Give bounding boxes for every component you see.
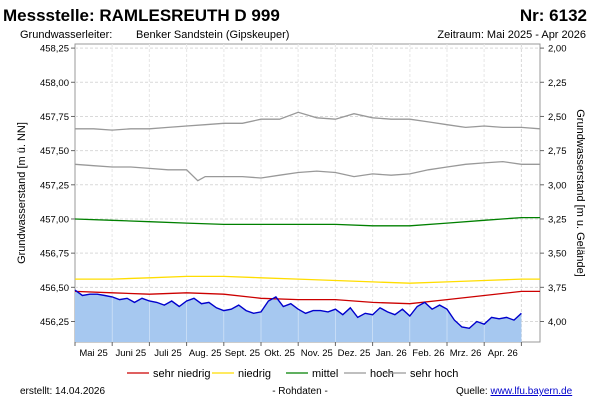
x-tick-label: Mrz. 26: [450, 348, 482, 359]
y2-tick-label: 2,25: [548, 78, 567, 89]
y2-tick-label: 3,50: [548, 249, 567, 260]
y2-tick-label: 2,50: [548, 112, 567, 123]
source-label: Quelle:: [456, 386, 490, 397]
series-line-sehr-niedrig: [74, 290, 540, 305]
y-tick-label: 458,00: [40, 78, 69, 89]
series-line-sehr-hoch: [75, 111, 541, 131]
legend-label: hoch: [370, 368, 394, 380]
y2-tick-label: 3,00: [548, 180, 567, 191]
y-axis-label-left: Grundwasserstand [m ü. NN]: [16, 122, 28, 264]
chart-title: Messstelle: RAMLESREUTH D 999: [3, 6, 280, 25]
x-tick-label: Sept. 25: [225, 348, 260, 359]
y-tick-label: 457,50: [40, 146, 69, 157]
y2-tick-label: 2,00: [548, 44, 567, 55]
y2-tick-label: 3,25: [548, 214, 567, 225]
aquifer-value: Benker Sandstein (Gipskeuper): [136, 29, 289, 41]
x-tick-label: Aug. 25: [189, 348, 222, 359]
x-tick-label: Jan. 26: [376, 348, 407, 359]
y-tick-label: 457,00: [40, 214, 69, 225]
series-line-niedrig: [75, 275, 540, 284]
y-tick-label: 456,75: [40, 249, 69, 260]
x-tick-label: Juli 25: [154, 348, 181, 359]
x-tick-label: Okt. 25: [264, 348, 295, 359]
series-line-hoch: [74, 160, 540, 182]
y-tick-label: 457,75: [40, 112, 69, 123]
y-tick-label: 456,50: [40, 283, 69, 294]
raw-data-note: - Rohdaten -: [272, 386, 328, 397]
lines-layer: [74, 111, 541, 330]
y2-tick-label: 3,75: [548, 283, 567, 294]
station-number: Nr: 6132: [520, 6, 587, 25]
y-tick-label: 456,25: [40, 317, 69, 328]
x-tick-label: Nov. 25: [301, 348, 333, 359]
legend-label: niedrig: [238, 368, 271, 380]
x-tick-label: Dez. 25: [338, 348, 371, 359]
source-text: Quelle: www.lfu.bayern.de: [456, 386, 573, 397]
created-date: erstellt: 14.04.2026: [20, 386, 105, 397]
legend-label: sehr niedrig: [153, 368, 210, 380]
legend-label: mittel: [312, 368, 338, 380]
plot-area: [74, 43, 541, 343]
x-tick-label: Apr. 26: [488, 348, 518, 359]
y2-tick-label: 4,00: [548, 317, 567, 328]
y-axis-right: 2,00 2,25 2,50 2,75 3,00 3,25 3,50 3,75 4,00: [540, 44, 567, 328]
x-axis: Mai 25 Juni 25 Juli 25 Aug. 25 Sept. 25 Okt. …: [74, 342, 522, 359]
y-tick-label: 458,25: [40, 44, 69, 55]
legend-label: sehr hoch: [410, 368, 458, 380]
x-tick-label: Feb. 26: [412, 348, 444, 359]
y2-tick-label: 2,75: [548, 146, 567, 157]
y-axis-left: 456,25 456,50 456,75 457,00 457,25 457,50 457,…: [40, 44, 75, 328]
time-period: Zeitraum: Mai 2025 - Apr 2026: [437, 29, 586, 41]
x-tick-label: Juni 25: [115, 348, 146, 359]
aquifer-label: Grundwasserleiter:: [20, 29, 112, 41]
source-link[interactable]: www.lfu.bayern.de: [489, 386, 572, 397]
y-tick-label: 457,25: [40, 180, 69, 191]
series-line-measured: [74, 289, 522, 330]
legend: sehr niedrig niedrig mittel hoch sehr hoch: [127, 368, 458, 380]
y-axis-label-right: Grundwasserstand [m u. Gelände]: [574, 109, 586, 277]
series-line-mittel: [74, 216, 540, 227]
x-tick-label: Mai 25: [79, 348, 108, 359]
